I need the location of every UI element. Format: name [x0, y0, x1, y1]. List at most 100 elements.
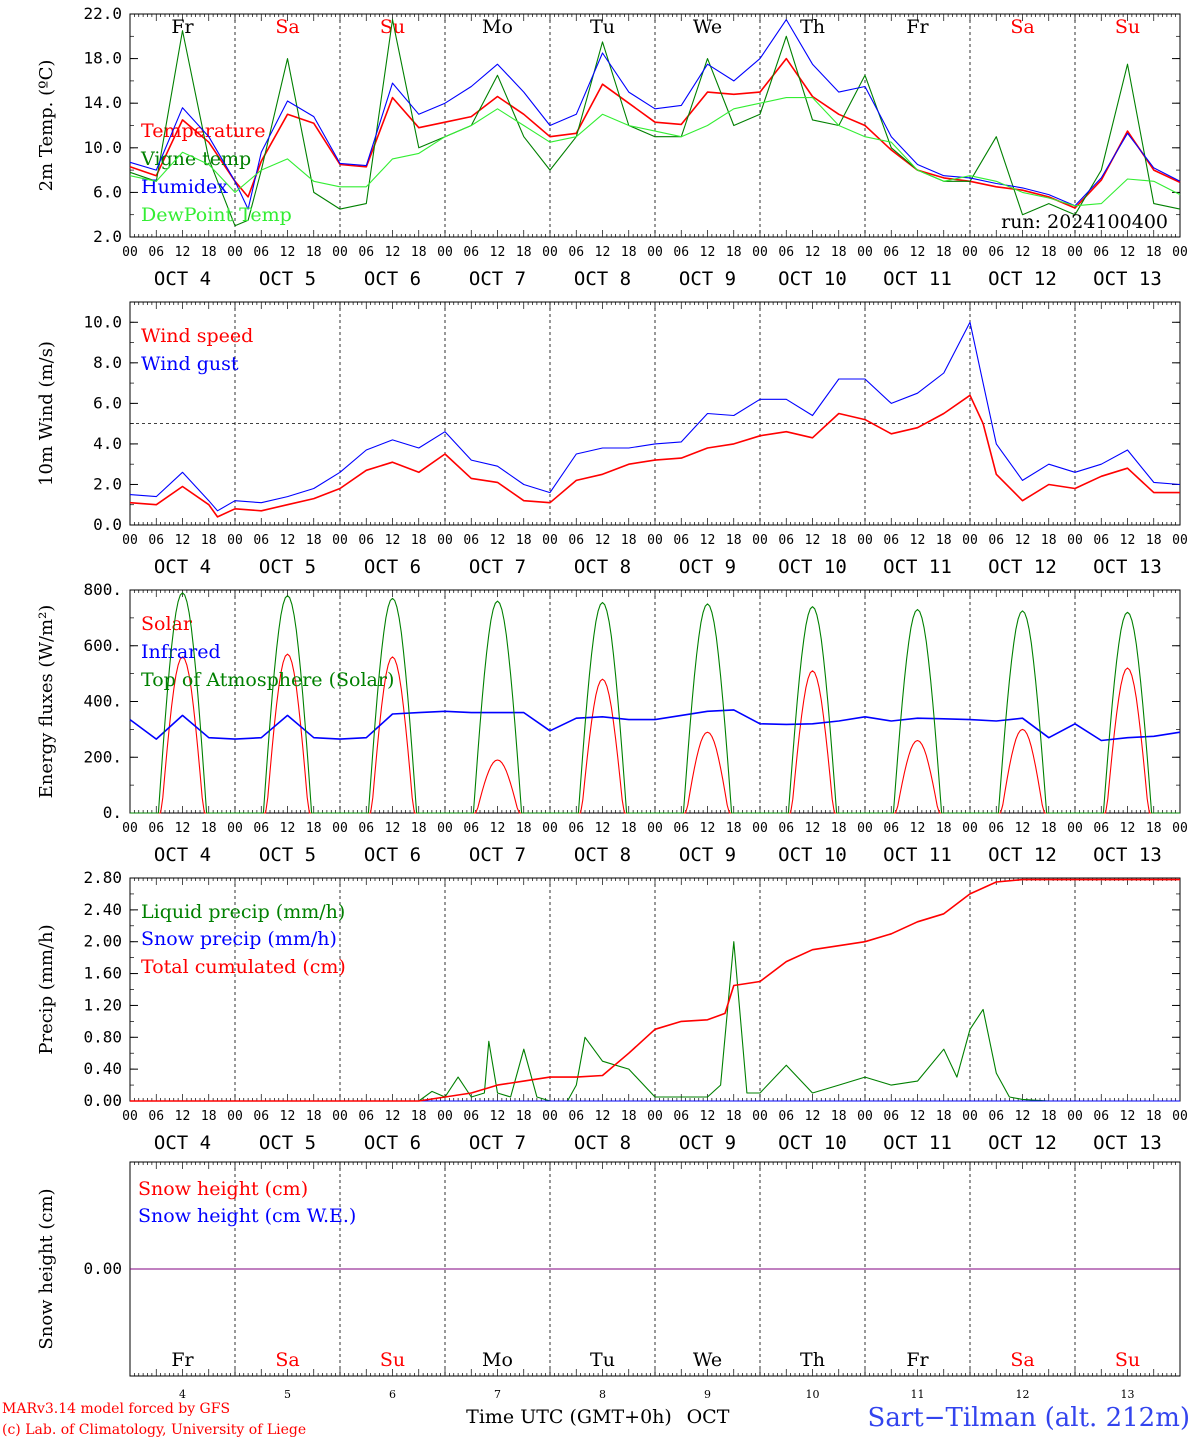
- x-hour-label: 00: [857, 1109, 873, 1124]
- weekday-label: Tu: [590, 1349, 615, 1371]
- weekday-label: Su: [1115, 1349, 1140, 1371]
- series-line: [129, 97, 1181, 207]
- x-hour-label: 18: [516, 245, 532, 260]
- x-hour-label: 00: [122, 1109, 138, 1124]
- y-tick-label: 800.: [83, 580, 122, 599]
- x-hour-label: 00: [1067, 1109, 1083, 1124]
- copyright-credit: (c) Lab. of Climatology, University of L…: [2, 1422, 306, 1438]
- run-annotation: run: 2024100400: [1001, 211, 1168, 233]
- y-tick-label: 1.20: [83, 995, 122, 1014]
- y-tick-label: 0.00: [83, 1259, 122, 1278]
- weekday-label: Sa: [275, 1349, 299, 1371]
- weekday-label: Mo: [482, 1349, 513, 1371]
- footer-date-label: 5: [284, 1388, 291, 1401]
- x-hour-label: 12: [1120, 821, 1136, 836]
- x-hour-label: 18: [201, 533, 217, 548]
- y-axis-label: Energy fluxes (W/m²): [36, 605, 57, 799]
- x-hour-label: 00: [332, 821, 348, 836]
- x-hour-label: 00: [542, 1109, 558, 1124]
- weekday-label: Sa: [1010, 16, 1034, 38]
- x-hour-label: 00: [227, 1109, 243, 1124]
- x-hour-label: 12: [385, 821, 401, 836]
- x-hour-label: 00: [752, 821, 768, 836]
- x-hour-label: 12: [805, 821, 821, 836]
- y-tick-label: 0.40: [83, 1059, 122, 1078]
- panel-5: 0.00 Snow height (cm) Fr Sa Su Mo Tu We Th Fr Sa Su…: [36, 1161, 1181, 1377]
- x-date-label: OCT 12: [988, 1132, 1057, 1154]
- x-date-label: OCT 10: [778, 268, 847, 290]
- x-hour-label: 18: [1041, 821, 1057, 836]
- x-date-label: OCT 5: [259, 268, 316, 290]
- x-hour-label: 12: [595, 1109, 611, 1124]
- weekday-label: Fr: [171, 16, 194, 38]
- x-hour-label: 06: [673, 533, 689, 548]
- x-hour-label: 12: [1120, 533, 1136, 548]
- weekday-label: Su: [380, 16, 405, 38]
- legend-entry: DewPoint Temp: [141, 204, 292, 226]
- x-hour-label: 00: [227, 533, 243, 548]
- x-hour-label: 12: [595, 533, 611, 548]
- footer-date-label: 4: [179, 1388, 186, 1401]
- y-tick-label: 8.0: [93, 353, 122, 372]
- y-axis-label: 10m Wind (m/s): [36, 341, 57, 486]
- y-tick-label: 6.0: [93, 182, 122, 201]
- x-hour-label: 12: [175, 1109, 191, 1124]
- x-date-label: OCT 6: [364, 1132, 421, 1154]
- legend-entry: Snow precip (mm/h): [141, 928, 337, 950]
- legend-entry: Humidex: [141, 176, 228, 198]
- x-date-label: OCT 13: [1093, 844, 1162, 866]
- x-axis-month-label: OCT: [687, 1406, 730, 1428]
- x-hour-label: 06: [463, 245, 479, 260]
- x-hour-label: 06: [778, 821, 794, 836]
- x-hour-label: 12: [490, 245, 506, 260]
- y-tick-label: 2.80: [83, 868, 122, 887]
- x-hour-label: 06: [463, 821, 479, 836]
- legend-entry: Infrared: [141, 641, 221, 663]
- series-line: [129, 19, 1181, 227]
- x-hour-label: 06: [568, 245, 584, 260]
- x-hour-label: 00: [647, 1109, 663, 1124]
- x-hour-label: 00: [647, 533, 663, 548]
- y-tick-label: 6.0: [93, 393, 122, 412]
- x-hour-label: 00: [962, 245, 978, 260]
- x-hour-label: 00: [227, 245, 243, 260]
- x-hour-label: 12: [595, 821, 611, 836]
- x-hour-label: 12: [280, 533, 296, 548]
- x-hour-label: 00: [332, 533, 348, 548]
- x-hour-label: 00: [332, 245, 348, 260]
- series-line: [130, 878, 1180, 1102]
- x-hour-label: 06: [568, 533, 584, 548]
- x-date-label: OCT 6: [364, 556, 421, 578]
- y-tick-label: 2.0: [93, 474, 122, 493]
- x-hour-label: 12: [910, 245, 926, 260]
- x-hour-label: 06: [673, 245, 689, 260]
- weekday-label: Th: [800, 1349, 825, 1371]
- x-hour-label: 18: [726, 533, 742, 548]
- x-date-label: OCT 10: [778, 556, 847, 578]
- x-date-label: OCT 13: [1093, 1132, 1162, 1154]
- plot-frame: [129, 589, 1181, 814]
- x-date-label: OCT 7: [469, 844, 526, 866]
- footer-date-label: 13: [1121, 1388, 1135, 1401]
- x-date-label: OCT 11: [883, 268, 952, 290]
- x-hour-label: 12: [175, 821, 191, 836]
- x-hour-label: 00: [542, 533, 558, 548]
- x-hour-label: 12: [805, 533, 821, 548]
- x-hour-label: 00: [1172, 245, 1188, 260]
- x-hour-label: 18: [1146, 245, 1162, 260]
- x-hour-label: 18: [516, 533, 532, 548]
- weekday-label: Fr: [906, 1349, 929, 1371]
- x-hour-label: 06: [1093, 533, 1109, 548]
- x-hour-label: 06: [1093, 245, 1109, 260]
- x-hour-label: 06: [883, 533, 899, 548]
- y-tick-label: 2.00: [83, 932, 122, 951]
- x-hour-label: 06: [778, 245, 794, 260]
- x-date-label: OCT 11: [883, 844, 952, 866]
- x-hour-label: 00: [1067, 533, 1083, 548]
- x-date-label: OCT 6: [364, 844, 421, 866]
- y-tick-label: 0.00: [83, 1091, 122, 1110]
- x-hour-label: 06: [883, 821, 899, 836]
- x-hour-label: 12: [700, 1109, 716, 1124]
- x-date-label: OCT 13: [1093, 556, 1162, 578]
- x-hour-label: 12: [805, 245, 821, 260]
